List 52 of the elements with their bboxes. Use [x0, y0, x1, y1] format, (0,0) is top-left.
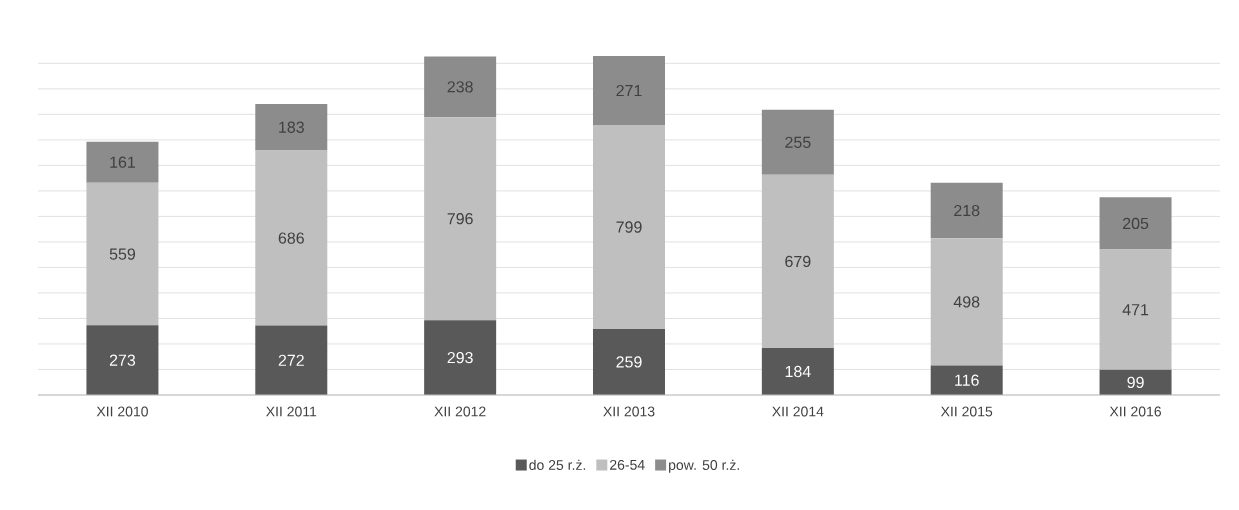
legend-label: do 25 r.ż.	[529, 459, 586, 470]
data-label: 161	[110, 156, 135, 168]
bar	[424, 320, 497, 395]
data-label: 205	[1123, 217, 1149, 230]
x-tick-label: XII 2014	[772, 406, 824, 417]
bar	[761, 109, 834, 175]
bar	[930, 182, 1003, 239]
data-label: 293	[447, 351, 473, 364]
data-label: 218	[954, 204, 980, 217]
data-label: 686	[278, 232, 304, 244]
bar	[593, 125, 665, 329]
bar	[761, 348, 834, 395]
bar	[1099, 369, 1172, 395]
data-label: 471	[1122, 304, 1149, 316]
x-tick-label: XII 2011	[266, 406, 317, 417]
data-label: 259	[616, 356, 642, 368]
data-label: 271	[616, 84, 642, 97]
bar	[86, 325, 159, 395]
bar	[930, 238, 1003, 366]
data-label: 183	[279, 121, 304, 133]
data-label: 99	[1127, 376, 1144, 389]
bar	[593, 328, 665, 395]
data-label: 498	[953, 296, 980, 308]
bar	[86, 182, 159, 326]
bar	[761, 174, 834, 349]
bar	[424, 56, 497, 118]
bar	[593, 55, 665, 126]
x-tick-label: XII 2010	[96, 406, 148, 417]
x-tick-label: XII 2013	[603, 406, 655, 417]
bar	[424, 117, 497, 321]
data-label: 116	[955, 374, 979, 386]
bar	[255, 103, 328, 151]
legend-label: 26-54	[610, 459, 645, 470]
data-label: 799	[616, 221, 642, 233]
data-label: 679	[785, 255, 811, 268]
bar	[86, 141, 159, 183]
legend-label: pow. 50 r.ż.	[669, 459, 739, 473]
bar	[1099, 249, 1172, 370]
x-tick-label: XII 2016	[1109, 406, 1161, 417]
bar	[1099, 197, 1172, 250]
bar	[930, 365, 1003, 395]
data-label: 796	[447, 213, 473, 225]
x-tick-label: XII 2012	[434, 406, 486, 417]
data-label: 273	[109, 354, 136, 366]
bar	[255, 325, 328, 395]
x-tick-label: XII 2015	[940, 406, 993, 417]
data-label: 559	[109, 248, 136, 260]
data-label: 184	[785, 365, 811, 378]
data-label: 255	[785, 136, 811, 148]
bar	[255, 150, 328, 326]
data-label: 238	[447, 81, 473, 93]
data-label: 272	[278, 354, 304, 366]
